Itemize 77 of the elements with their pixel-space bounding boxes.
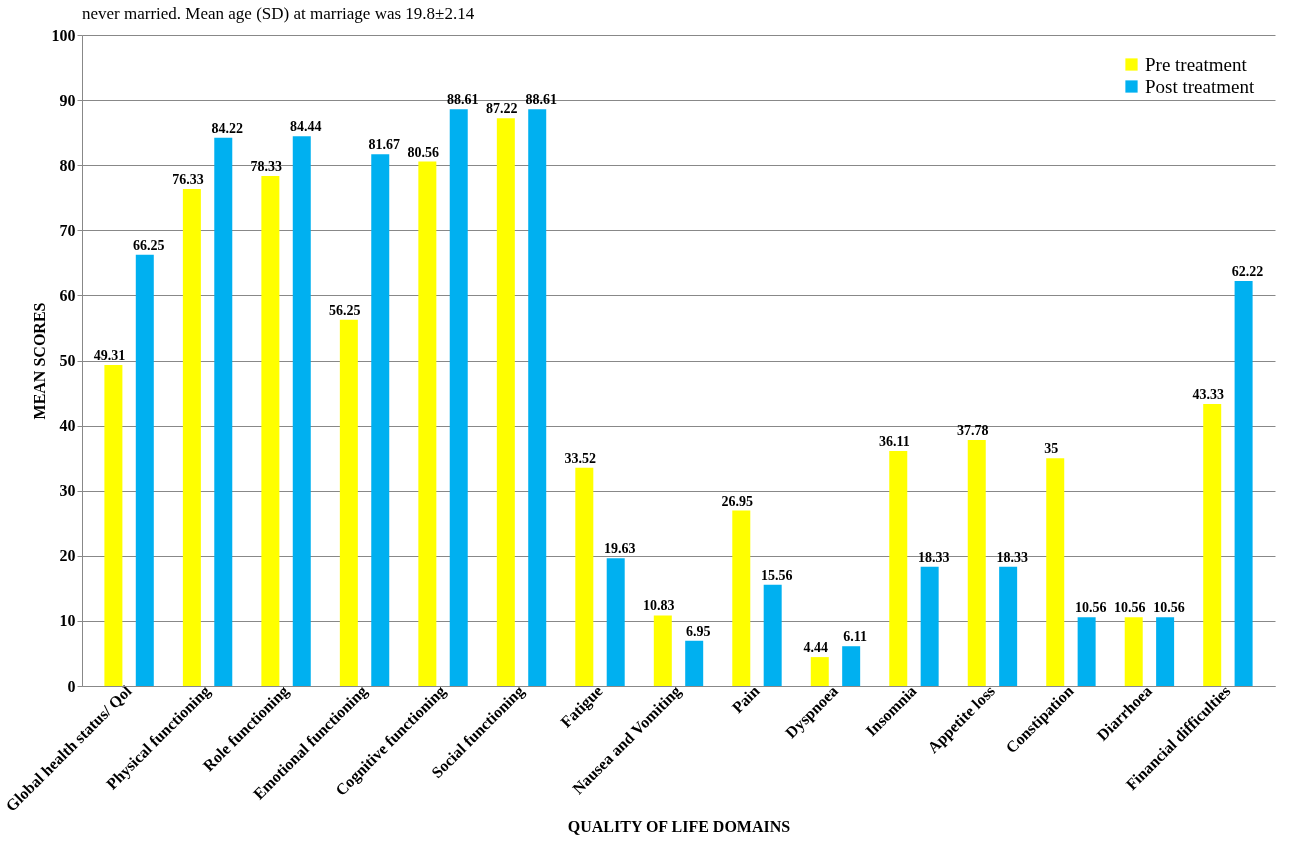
bar (967, 440, 986, 686)
data-label: 81.67 (368, 137, 400, 153)
data-label: 10.56 (1153, 600, 1185, 616)
bar (104, 364, 123, 686)
y-tick-label: 90 (59, 91, 76, 109)
data-label: 37.78 (957, 423, 989, 439)
data-label: 6.11 (843, 629, 868, 645)
bar (575, 467, 594, 686)
x-axis-title: QUALITY OF LIFE DOMAINS (567, 817, 791, 835)
bar (214, 137, 233, 686)
data-label: 10.56 (1074, 600, 1107, 616)
data-label: 76.33 (172, 172, 204, 188)
data-label: 78.33 (250, 159, 283, 175)
y-tick-label: 60 (59, 286, 76, 304)
data-label: 88.61 (525, 92, 557, 108)
bar (339, 319, 358, 686)
bar (763, 584, 782, 686)
data-label: 18.33 (996, 549, 1028, 565)
bar (920, 566, 939, 686)
bar (732, 510, 751, 686)
y-tick-label: 20 (59, 547, 76, 565)
bar (261, 176, 280, 686)
data-label: 49.31 (93, 347, 126, 363)
data-label: 4.44 (803, 640, 829, 656)
bar (842, 646, 861, 686)
data-label: 88.61 (446, 92, 479, 108)
bar (685, 640, 704, 686)
bar (1203, 403, 1222, 686)
legend-label: Pre treatment (1145, 53, 1248, 75)
data-label: 10.56 (1113, 600, 1146, 616)
bar (999, 566, 1018, 686)
bar (449, 109, 468, 686)
bar (653, 615, 672, 686)
bar (1124, 617, 1143, 686)
bar (418, 161, 437, 686)
bar (135, 254, 154, 686)
data-label: 15.56 (760, 567, 793, 583)
data-label: 80.56 (407, 144, 440, 160)
data-label: 26.95 (721, 493, 754, 509)
y-tick-label: 40 (59, 417, 76, 435)
data-label: 87.22 (486, 101, 518, 117)
x-tick-label: Pain (728, 682, 763, 717)
bar (182, 189, 201, 686)
data-label: 66.25 (133, 237, 165, 253)
bar (606, 558, 625, 686)
bar (528, 109, 547, 686)
y-tick-label: 100 (51, 26, 76, 44)
data-label: 19.63 (603, 541, 636, 557)
bar (496, 118, 515, 686)
legend-label: Post treatment (1145, 75, 1255, 97)
y-tick-label: 30 (59, 482, 76, 500)
bar (810, 657, 829, 686)
bar (292, 136, 311, 686)
data-label: 35 (1044, 441, 1059, 457)
bar (1077, 617, 1096, 686)
data-label: 62.22 (1231, 263, 1264, 279)
data-label: 56.25 (329, 302, 361, 318)
data-label: 43.33 (1192, 386, 1224, 402)
data-label: 18.33 (917, 549, 950, 565)
bar (1156, 617, 1175, 686)
bar (1234, 280, 1253, 686)
data-label: 84.22 (211, 120, 244, 136)
y-tick-label: 10 (59, 612, 76, 630)
data-label: 6.95 (685, 623, 711, 639)
data-label: 10.83 (643, 598, 675, 614)
y-tick-label: 80 (59, 156, 76, 174)
y-tick-label: 0 (67, 677, 76, 695)
y-tick-label: 70 (59, 221, 76, 239)
bar (889, 450, 908, 686)
data-label: 36.11 (878, 433, 910, 449)
data-label: 33.52 (564, 450, 597, 466)
data-label: 84.44 (290, 119, 322, 135)
y-axis-title: MEAN SCORES (30, 302, 48, 420)
bar (371, 154, 390, 686)
text: never married. Mean age (SD) at marriage was 19.8±2.14 (82, 4, 475, 23)
bar (1046, 458, 1065, 686)
y-tick-label: 50 (59, 352, 76, 369)
